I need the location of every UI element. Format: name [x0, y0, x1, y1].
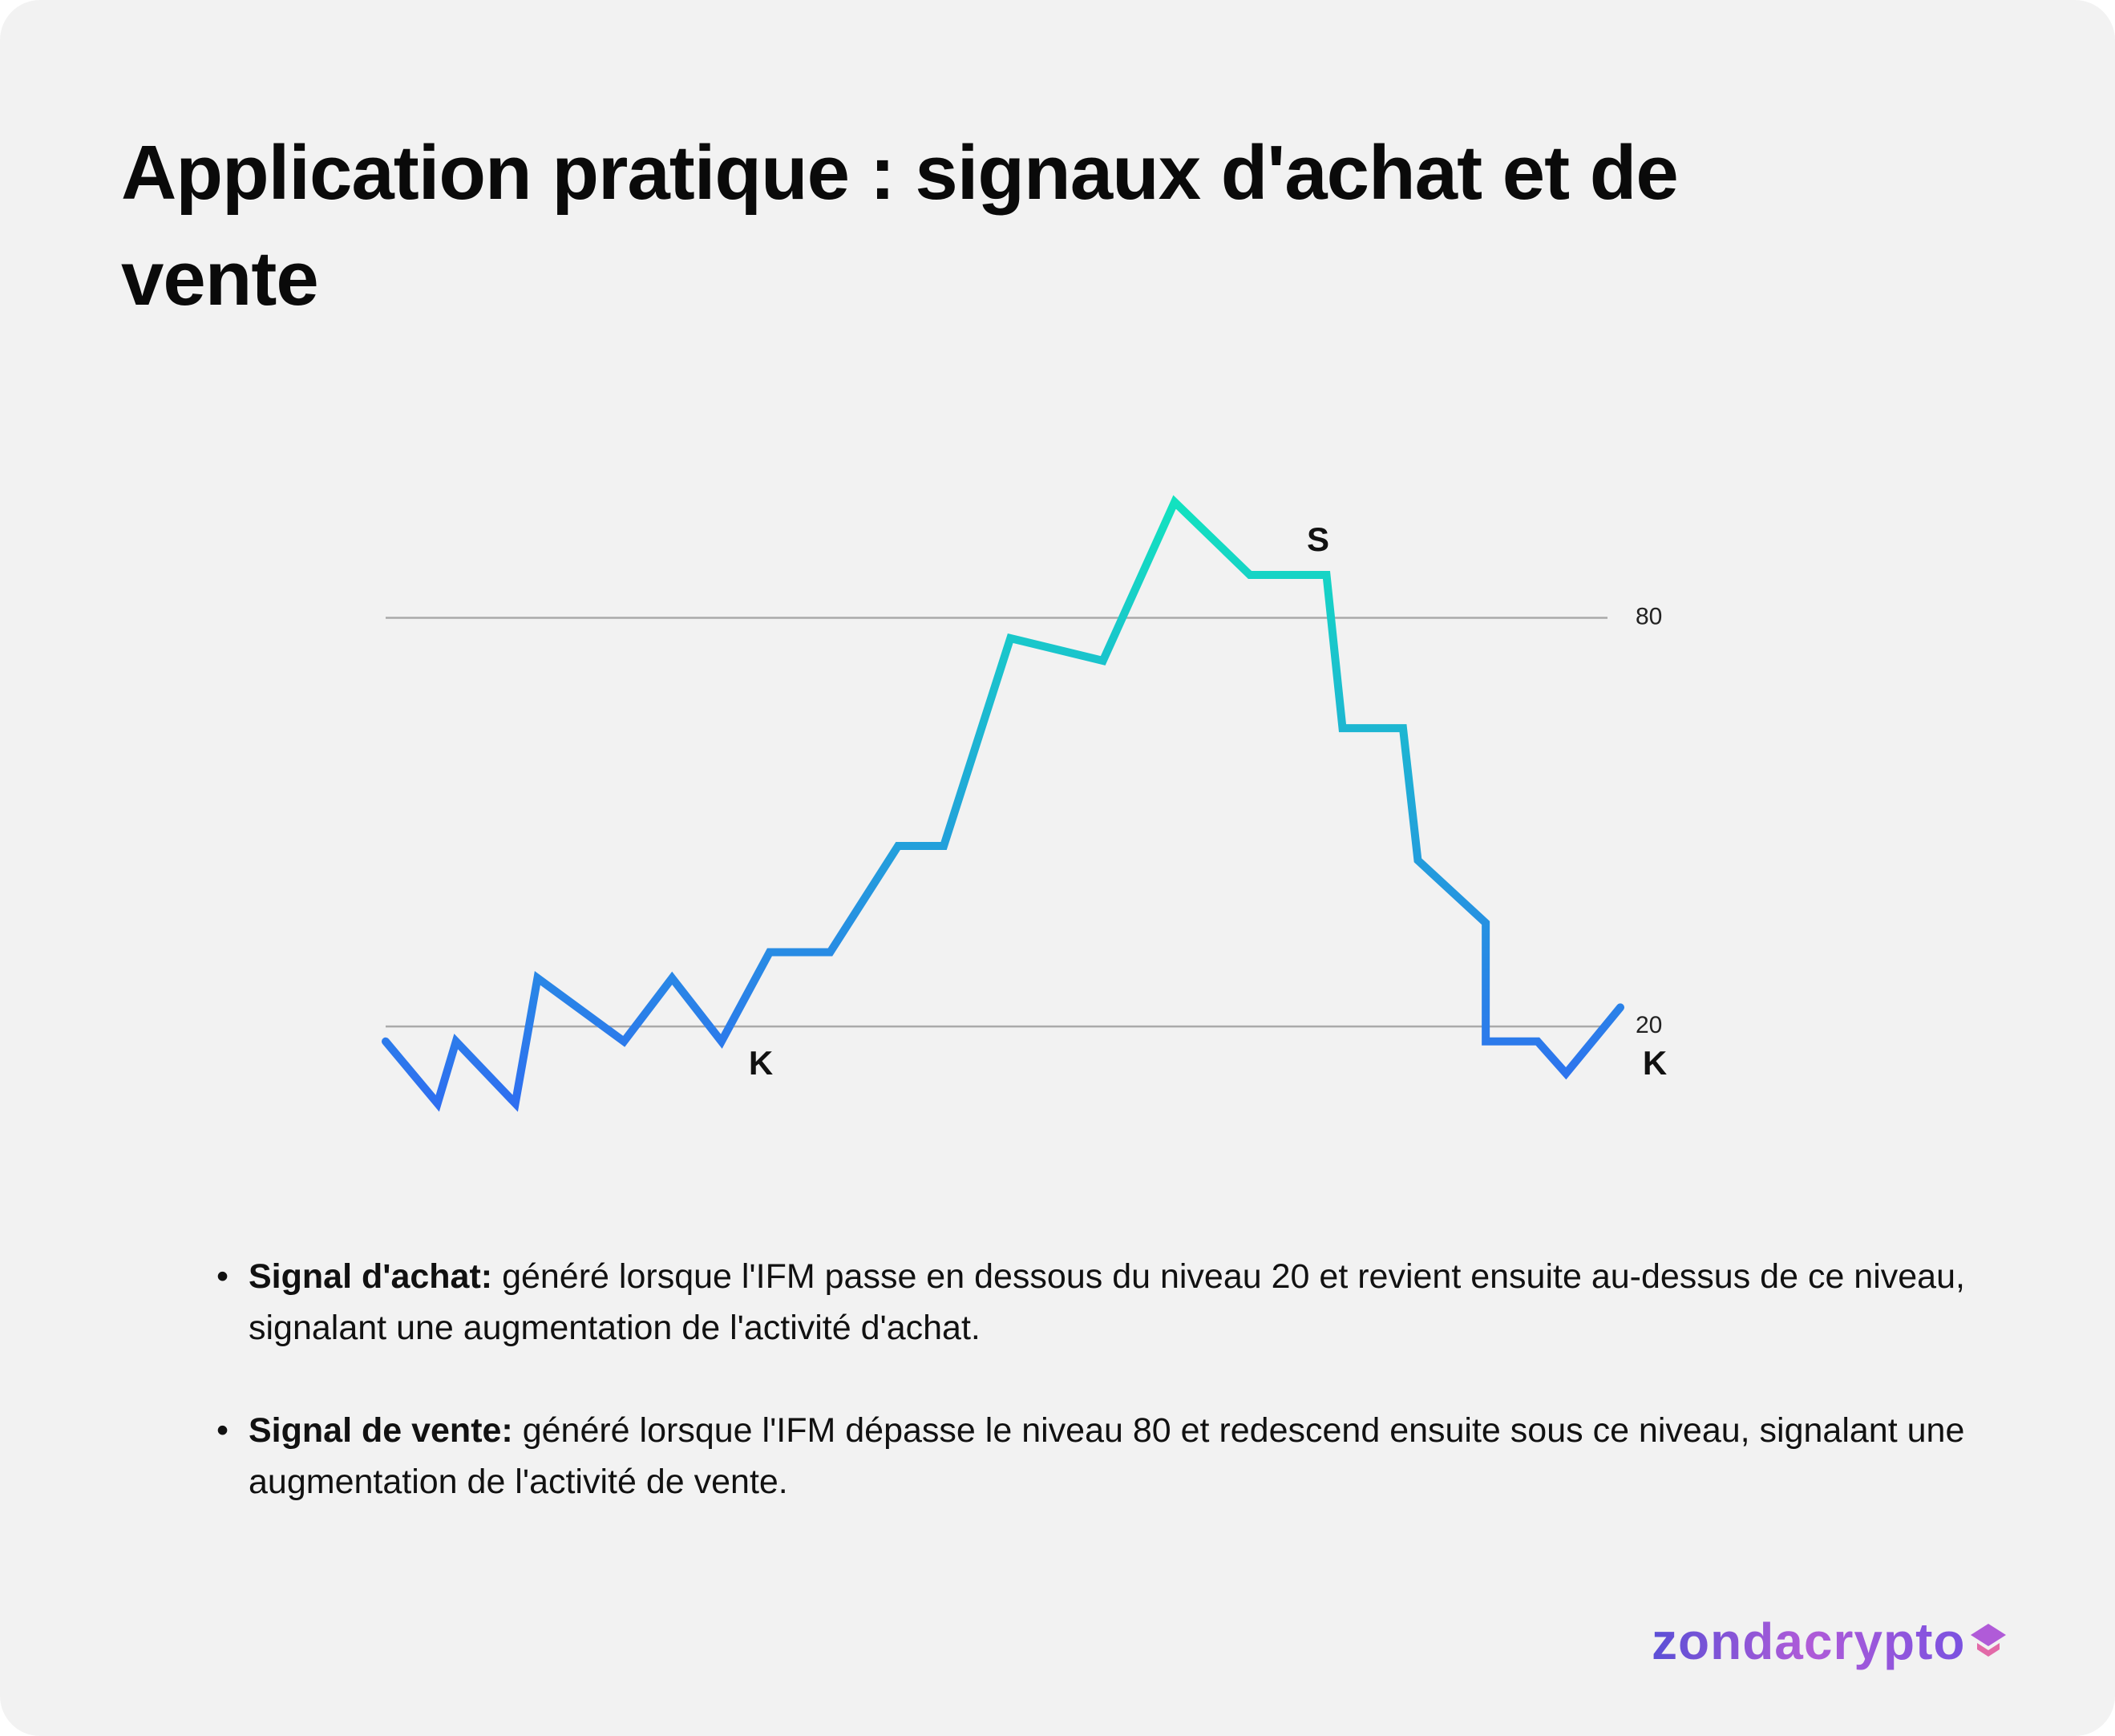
y-tick-label: 80 — [1636, 603, 1662, 629]
bullet-label: Signal de vente: — [249, 1411, 513, 1450]
annotation: K — [1643, 1044, 1667, 1082]
annotation: S — [1307, 520, 1329, 558]
bullet: Signal de vente: généré lorsque l'IFM dé… — [216, 1405, 1980, 1507]
bullet-text: généré lorsque l'IFM passe en dessous du… — [249, 1257, 1965, 1347]
annotation: K — [749, 1044, 773, 1082]
bullet: Signal d'achat: généré lorsque l'IFM pas… — [216, 1251, 1980, 1354]
bullet-label: Signal d'achat: — [249, 1257, 493, 1296]
logo: zondacrypto — [1652, 1613, 1966, 1670]
line — [382, 495, 1624, 1112]
y-tick-label: 20 — [1636, 1012, 1662, 1038]
title: Application pratique : signaux d'achat e… — [121, 130, 1679, 322]
bullet-text: généré lorsque l'IFM dépasse le niveau 8… — [249, 1411, 1965, 1501]
logo-icon — [1971, 1624, 2006, 1657]
bullet-list: Signal d'achat: généré lorsque l'IFM pas… — [216, 1251, 1980, 1559]
